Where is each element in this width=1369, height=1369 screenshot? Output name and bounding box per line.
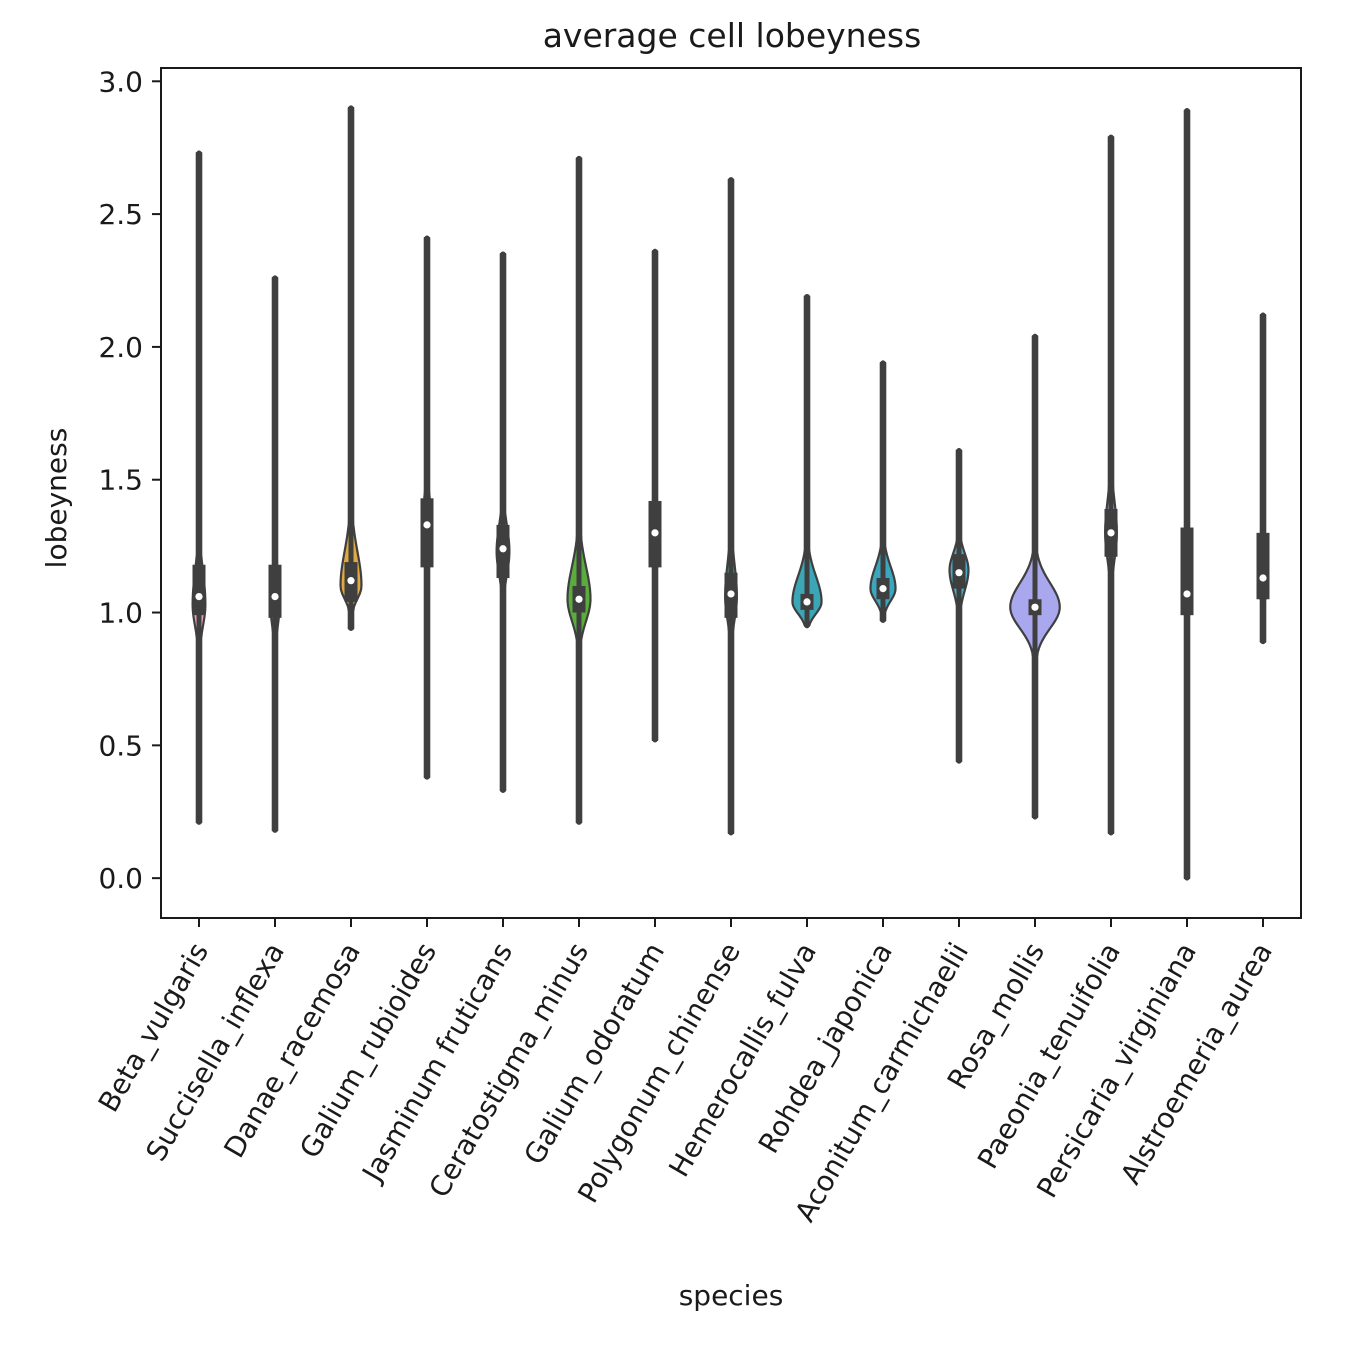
median-point-paeonia-tenuifolia [1107,529,1115,537]
y-tick-label: 1.0 [98,597,143,630]
median-point-persicaria-virginiana [1183,590,1191,598]
median-point-ceratostigma-minus [575,595,583,603]
median-point-danae-racemosa [347,577,355,585]
y-tick-label: 0.5 [98,729,143,762]
median-point-rohdea-japonica [879,585,887,593]
x-tick-label-galium-rubioides: Galium_rubioides [293,937,443,1164]
iqr-box-persicaria-virginiana [1180,527,1194,616]
y-axis: 0.0 0.5 1.0 1.5 2.0 2.5 3.0 [98,65,161,895]
median-point-succisella-inflexa [271,592,279,601]
y-tick-label: 2.0 [98,331,143,364]
iqr-box-succisella-inflexa [268,564,282,618]
x-axis-label: species [679,1279,784,1312]
y-tick-label: 2.5 [98,198,143,231]
x-tick-label-paeonia-tenuifolia: Paeonia_tenuifolia [971,937,1127,1174]
median-point-polygonum-chinense [727,590,735,598]
median-point-jasminum-fruticans [499,545,507,553]
x-tick-label-rohdea-japonica: Rohdea_japonica [752,937,899,1159]
median-point-beta-vulgaris [195,592,203,601]
median-point-alstroemeria-aurea [1259,574,1267,582]
x-tick-label-succisella-inflexa: Succisella_inflexa [139,937,291,1167]
median-point-galium-odoratum [651,529,659,537]
y-tick-label: 0.0 [98,862,143,895]
iqr-box-galium-rubioides [420,498,434,568]
x-tick-label-galium-odoratum: Galium_odoratum [517,937,671,1170]
chart-title: average cell lobeyness [543,16,922,55]
iqr-box-beta-vulgaris [192,564,206,616]
violin-group [191,105,1270,881]
median-point-aconitum-carmichaelii [955,569,963,577]
y-axis-label: lobeyness [40,428,73,569]
median-point-rosa-mollis [1031,603,1039,611]
median-point-galium-rubioides [423,521,431,529]
x-tick-label-danae-racemosa: Danae_racemosa [217,937,367,1163]
y-tick-label: 3.0 [98,65,143,98]
x-axis: Beta_vulgarisSuccisella_inflexaDanae_rac… [92,918,1279,1227]
y-tick-label: 1.5 [98,464,143,497]
median-point-hemerocallis-fulva [803,598,811,606]
iqr-box-alstroemeria-aurea [1256,532,1270,600]
